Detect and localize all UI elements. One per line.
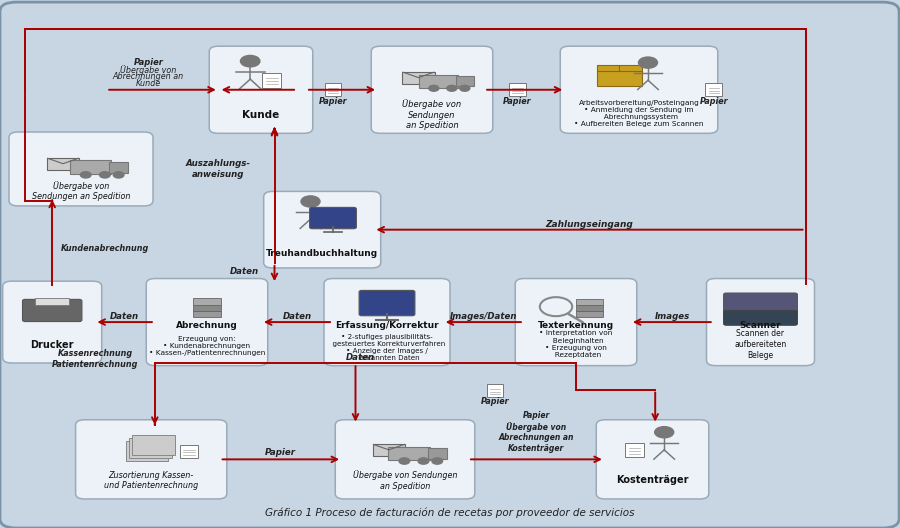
FancyBboxPatch shape — [577, 310, 603, 317]
Text: Zahlungseingang: Zahlungseingang — [545, 220, 634, 229]
FancyBboxPatch shape — [706, 83, 722, 96]
Text: Übergabe von Sendungen
an Spedition: Übergabe von Sendungen an Spedition — [353, 470, 457, 491]
FancyBboxPatch shape — [388, 447, 429, 460]
FancyBboxPatch shape — [359, 290, 415, 316]
Circle shape — [460, 86, 470, 91]
FancyBboxPatch shape — [724, 293, 797, 315]
FancyBboxPatch shape — [324, 279, 450, 365]
Text: Auszahlungs-
anweisung: Auszahlungs- anweisung — [185, 159, 250, 179]
Text: Kunde: Kunde — [242, 110, 280, 120]
Text: Arbeitsvorbereitung/Posteingang
• Anmeldung der Sendung im
  Abrechnungssystem
•: Arbeitsvorbereitung/Posteingang • Anmeld… — [574, 100, 704, 127]
FancyBboxPatch shape — [487, 384, 503, 397]
Circle shape — [418, 458, 428, 464]
Text: Kunde: Kunde — [136, 79, 161, 88]
Text: Kostenträger: Kostenträger — [616, 476, 688, 485]
Text: Images: Images — [654, 312, 690, 322]
Text: Papier: Papier — [319, 97, 347, 106]
FancyBboxPatch shape — [130, 438, 172, 458]
FancyBboxPatch shape — [193, 311, 221, 317]
FancyBboxPatch shape — [193, 305, 221, 311]
Circle shape — [654, 427, 674, 438]
Text: Erzeugung von:
• Kundenabrechnungen
• Kassen-/Patientenrechnungen: Erzeugung von: • Kundenabrechnungen • Ka… — [148, 336, 266, 356]
Text: Daten: Daten — [110, 312, 139, 322]
FancyBboxPatch shape — [373, 444, 405, 456]
Circle shape — [80, 172, 91, 178]
Circle shape — [428, 86, 439, 91]
FancyBboxPatch shape — [47, 158, 79, 169]
FancyBboxPatch shape — [180, 445, 198, 458]
FancyBboxPatch shape — [509, 83, 526, 96]
FancyBboxPatch shape — [577, 305, 603, 311]
FancyBboxPatch shape — [596, 420, 709, 499]
FancyBboxPatch shape — [263, 73, 281, 88]
Text: Papier: Papier — [133, 58, 164, 67]
Text: Papier: Papier — [481, 397, 509, 406]
FancyBboxPatch shape — [577, 299, 603, 305]
Circle shape — [113, 172, 124, 178]
FancyBboxPatch shape — [264, 192, 381, 268]
FancyBboxPatch shape — [560, 46, 717, 134]
FancyBboxPatch shape — [626, 442, 644, 457]
Circle shape — [240, 55, 260, 67]
FancyBboxPatch shape — [310, 208, 356, 229]
FancyBboxPatch shape — [418, 74, 458, 88]
Circle shape — [301, 196, 320, 207]
Text: Kundenabrechnung: Kundenabrechnung — [61, 243, 149, 253]
FancyBboxPatch shape — [325, 83, 341, 96]
Text: Daten: Daten — [283, 312, 311, 322]
FancyBboxPatch shape — [428, 448, 446, 459]
Text: Texterkennung: Texterkennung — [538, 320, 614, 330]
FancyBboxPatch shape — [371, 46, 493, 134]
Text: Kassenrechnung
Patientenrechnung: Kassenrechnung Patientenrechnung — [52, 349, 139, 369]
Text: Papier: Papier — [699, 97, 728, 106]
Text: Übergabe von
Sendungen an Spedition: Übergabe von Sendungen an Spedition — [32, 181, 130, 202]
Text: Scannen der
aufbereiteten
Belege: Scannen der aufbereiteten Belege — [734, 329, 787, 360]
Text: Papier
Übergabe von
Abrechnungen an
Kostenträger: Papier Übergabe von Abrechnungen an Kost… — [499, 411, 574, 453]
FancyBboxPatch shape — [3, 281, 102, 363]
FancyBboxPatch shape — [193, 298, 221, 305]
Circle shape — [638, 57, 658, 68]
Text: • Interpretation von
  Beleginhalten
• Erzeugung von
  Rezeptdaten: • Interpretation von Beleginhalten • Erz… — [539, 331, 613, 358]
FancyBboxPatch shape — [515, 279, 637, 365]
Text: Treuhandbuchhaltung: Treuhandbuchhaltung — [266, 249, 378, 258]
Circle shape — [432, 458, 443, 464]
Text: Gráfico 1 Proceso de facturación de recetas por proveedor de servicios: Gráfico 1 Proceso de facturación de rece… — [266, 508, 634, 518]
FancyBboxPatch shape — [69, 161, 111, 174]
FancyBboxPatch shape — [209, 46, 313, 134]
Text: Images/Daten: Images/Daten — [450, 312, 517, 322]
FancyBboxPatch shape — [35, 298, 69, 305]
FancyBboxPatch shape — [109, 162, 128, 173]
Text: Abrechnungen an: Abrechnungen an — [112, 72, 184, 81]
Text: Übergabe von: Übergabe von — [121, 65, 176, 74]
FancyBboxPatch shape — [597, 65, 642, 86]
FancyBboxPatch shape — [132, 435, 175, 455]
Text: Erfassung/Korrektur: Erfassung/Korrektur — [335, 320, 439, 330]
FancyBboxPatch shape — [9, 132, 153, 206]
Circle shape — [399, 458, 410, 464]
FancyBboxPatch shape — [126, 441, 168, 461]
Text: Zusortierung Kassen-
und Patientenrechnung: Zusortierung Kassen- und Patientenrechnu… — [104, 470, 198, 491]
FancyBboxPatch shape — [724, 310, 797, 325]
FancyBboxPatch shape — [402, 72, 435, 83]
Text: Scanner: Scanner — [740, 320, 781, 330]
FancyBboxPatch shape — [76, 420, 227, 499]
FancyBboxPatch shape — [456, 76, 473, 86]
Text: Daten: Daten — [346, 353, 374, 363]
Text: Übergabe von
Sendungen
an Spedition: Übergabe von Sendungen an Spedition — [402, 99, 462, 130]
Text: Abrechnung: Abrechnung — [176, 320, 238, 330]
FancyBboxPatch shape — [22, 299, 82, 322]
Text: Daten: Daten — [230, 267, 259, 277]
FancyBboxPatch shape — [335, 420, 475, 499]
Circle shape — [100, 172, 110, 178]
Circle shape — [446, 86, 457, 91]
Text: Papier: Papier — [266, 448, 296, 457]
Text: Papier: Papier — [503, 97, 532, 106]
Text: Drucker: Drucker — [31, 341, 74, 350]
FancyBboxPatch shape — [146, 279, 268, 365]
Text: • 2-stufiges plausibilitäts-
  gesteuertes Korrekturverfahren
• Anzeige der Imag: • 2-stufiges plausibilitäts- gesteuertes… — [328, 334, 446, 361]
FancyBboxPatch shape — [706, 279, 814, 365]
